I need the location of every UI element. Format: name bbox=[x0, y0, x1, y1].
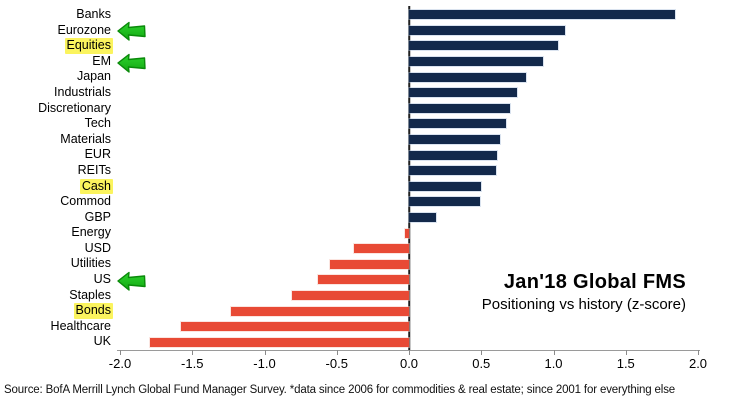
category-label-banks: Banks bbox=[74, 7, 113, 23]
x-axis-tick bbox=[698, 350, 699, 355]
bar-banks bbox=[409, 10, 675, 20]
x-axis-tick-label: -1.0 bbox=[253, 356, 276, 371]
category-label-em: EM bbox=[90, 54, 113, 70]
category-label-text: Bonds bbox=[73, 303, 113, 319]
bar-bonds bbox=[231, 306, 409, 316]
bar-commod bbox=[409, 197, 480, 207]
category-label-text: Industrials bbox=[54, 84, 111, 99]
category-label-staples: Staples bbox=[67, 288, 113, 304]
x-axis-tick-label: -1.5 bbox=[181, 356, 204, 371]
category-label-text: Cash bbox=[79, 178, 113, 195]
category-label-eurozone: Eurozone bbox=[55, 23, 113, 39]
category-label-healthcare: Healthcare bbox=[49, 319, 113, 335]
category-label-commod: Commod bbox=[58, 194, 113, 210]
category-label-japan: Japan bbox=[75, 69, 113, 85]
category-label-text: REITs bbox=[77, 162, 111, 177]
category-label-text: Eurozone bbox=[57, 22, 111, 37]
bar-uk bbox=[150, 337, 409, 347]
category-label-reits: REITs bbox=[76, 163, 113, 179]
category-label-tech: Tech bbox=[83, 116, 113, 132]
green-arrow-icon-us bbox=[117, 271, 146, 292]
category-label-text: Commod bbox=[60, 194, 111, 209]
category-label-uk: UK bbox=[92, 334, 113, 350]
zero-axis-line bbox=[408, 6, 410, 351]
category-label-text: Tech bbox=[84, 116, 111, 131]
bar-reits bbox=[409, 166, 496, 176]
x-axis-tick-label: -2.0 bbox=[108, 356, 132, 371]
x-axis-tick-label: 0.0 bbox=[399, 356, 419, 371]
category-label-text: US bbox=[93, 272, 111, 287]
category-label-utilities: Utilities bbox=[69, 256, 113, 272]
category-label-text: GBP bbox=[84, 209, 111, 224]
bar-gbp bbox=[409, 212, 437, 222]
x-axis-tick bbox=[264, 350, 266, 355]
bar-energy bbox=[404, 228, 409, 238]
x-axis-tick bbox=[481, 350, 483, 355]
category-label-bonds: Bonds bbox=[73, 303, 113, 319]
bar-discretionary bbox=[409, 103, 511, 113]
bar-materials bbox=[409, 135, 501, 145]
category-label-eur: EUR bbox=[83, 147, 113, 163]
category-label-text: USD bbox=[84, 240, 111, 255]
category-label-energy: Energy bbox=[69, 225, 113, 241]
x-axis-tick-label: 0.5 bbox=[472, 356, 491, 371]
category-label-text: Equities bbox=[64, 38, 113, 54]
category-label-text: Japan bbox=[76, 69, 111, 84]
x-axis-tick bbox=[336, 350, 338, 355]
category-label-text: Healthcare bbox=[50, 318, 111, 333]
x-axis-tick bbox=[625, 350, 627, 355]
green-arrow-icon-eurozone bbox=[117, 21, 146, 42]
category-label-text: Utilities bbox=[70, 256, 111, 271]
green-arrow-icon-em bbox=[117, 53, 146, 74]
bar-equities bbox=[409, 41, 558, 51]
category-label-equities: Equities bbox=[64, 38, 113, 54]
category-label-text: Banks bbox=[76, 7, 111, 21]
x-axis-tick-label: 1.5 bbox=[616, 356, 635, 371]
category-label-cash: Cash bbox=[79, 178, 113, 195]
category-label-text: EM bbox=[92, 53, 111, 68]
x-axis-tick-label: 2.0 bbox=[688, 356, 708, 371]
x-axis-tick-label: 1.0 bbox=[544, 356, 563, 371]
x-axis-tick bbox=[192, 350, 194, 355]
category-label-gbp: GBP bbox=[83, 210, 113, 226]
bar-healthcare bbox=[180, 322, 409, 332]
bar-eur bbox=[409, 150, 498, 160]
x-axis-tick bbox=[120, 350, 121, 355]
bar-industrials bbox=[409, 88, 518, 98]
bar-japan bbox=[409, 72, 527, 82]
category-label-us: US bbox=[92, 272, 113, 288]
x-axis-line bbox=[117, 350, 700, 351]
chart-title: Jan'18 Global FMS bbox=[503, 271, 686, 293]
x-axis-tick bbox=[409, 350, 410, 355]
category-label-materials: Materials bbox=[58, 132, 113, 148]
bar-us bbox=[317, 275, 409, 285]
chart-subtitle: Positioning vs history (z-score) bbox=[481, 296, 686, 313]
bar-cash bbox=[409, 181, 482, 191]
category-label-text: Staples bbox=[69, 287, 111, 302]
category-label-usd: USD bbox=[83, 241, 113, 257]
bar-usd bbox=[354, 244, 409, 254]
chart-title-block: Jan'18 Global FMS Positioning vs history… bbox=[482, 270, 686, 314]
category-label-text: EUR bbox=[84, 147, 111, 162]
category-label-discretionary: Discretionary bbox=[36, 101, 113, 117]
category-label-text: Energy bbox=[71, 225, 111, 240]
bar-eurozone bbox=[409, 25, 566, 35]
bar-utilities bbox=[329, 259, 409, 269]
category-label-text: UK bbox=[93, 334, 111, 349]
x-axis-tick bbox=[553, 350, 555, 355]
bar-em bbox=[409, 57, 544, 67]
bar-staples bbox=[291, 290, 409, 300]
category-label-text: Materials bbox=[60, 131, 111, 146]
category-label-industrials: Industrials bbox=[52, 85, 113, 101]
category-label-text: Discretionary bbox=[38, 100, 111, 115]
x-axis-tick-label: -0.5 bbox=[325, 356, 348, 371]
source-note: Source: BofA Merrill Lynch Global Fund M… bbox=[4, 384, 676, 396]
bar-tech bbox=[409, 119, 506, 129]
